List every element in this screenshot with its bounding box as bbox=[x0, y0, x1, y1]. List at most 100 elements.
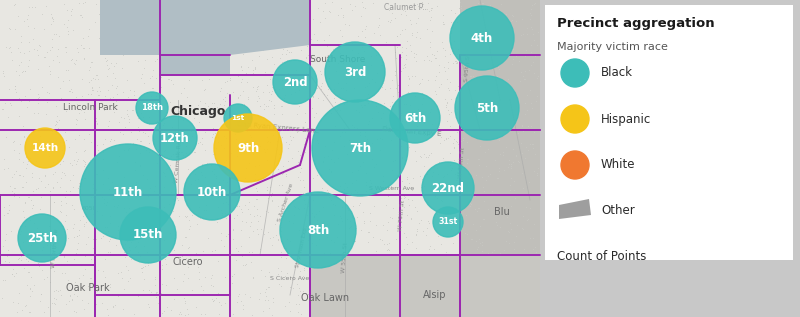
Point bbox=[254, 103, 266, 108]
Point bbox=[59, 138, 72, 143]
Point bbox=[495, 38, 508, 43]
Point bbox=[211, 140, 224, 145]
Circle shape bbox=[214, 114, 282, 182]
Point bbox=[75, 12, 88, 17]
Point bbox=[331, 12, 344, 17]
Point bbox=[410, 35, 422, 40]
Point bbox=[260, 103, 273, 108]
Point bbox=[346, 214, 358, 219]
Point bbox=[336, 101, 349, 106]
Point bbox=[328, 270, 341, 275]
Point bbox=[312, 208, 325, 213]
Point bbox=[529, 300, 542, 305]
Point bbox=[493, 101, 506, 107]
Point bbox=[131, 222, 144, 227]
Point bbox=[336, 129, 349, 134]
Point bbox=[33, 95, 46, 100]
Point bbox=[383, 86, 396, 91]
Point bbox=[299, 223, 312, 229]
Point bbox=[38, 27, 50, 32]
Point bbox=[394, 31, 406, 36]
Point bbox=[474, 143, 487, 148]
Point bbox=[243, 107, 256, 112]
Point bbox=[402, 82, 414, 87]
Point bbox=[163, 15, 176, 20]
Point bbox=[174, 101, 186, 106]
Point bbox=[166, 178, 179, 184]
Point bbox=[143, 75, 156, 81]
Point bbox=[210, 176, 222, 181]
Point bbox=[59, 44, 72, 49]
Point bbox=[158, 170, 170, 175]
Point bbox=[302, 52, 315, 57]
Point bbox=[104, 281, 117, 287]
Point bbox=[165, 54, 178, 59]
Point bbox=[418, 133, 430, 138]
Point bbox=[279, 255, 292, 260]
Point bbox=[25, 275, 38, 280]
Point bbox=[149, 98, 162, 103]
Point bbox=[282, 70, 294, 75]
Point bbox=[281, 78, 294, 83]
Point bbox=[178, 312, 191, 317]
Circle shape bbox=[280, 192, 356, 268]
Point bbox=[112, 203, 125, 208]
Point bbox=[389, 1, 402, 6]
Point bbox=[453, 27, 466, 32]
Point bbox=[288, 212, 301, 217]
Point bbox=[89, 188, 102, 193]
Point bbox=[22, 57, 35, 62]
Point bbox=[480, 131, 493, 136]
Point bbox=[194, 58, 207, 63]
Text: 10th: 10th bbox=[197, 185, 227, 198]
Point bbox=[141, 176, 154, 181]
Point bbox=[370, 162, 382, 167]
Point bbox=[330, 288, 342, 294]
Point bbox=[22, 23, 34, 28]
Point bbox=[90, 73, 103, 78]
Point bbox=[380, 40, 393, 45]
Point bbox=[390, 294, 403, 300]
Point bbox=[292, 206, 305, 211]
Point bbox=[312, 268, 325, 273]
Point bbox=[290, 21, 303, 26]
Point bbox=[242, 36, 255, 42]
Point bbox=[125, 238, 138, 243]
Point bbox=[518, 246, 530, 251]
Point bbox=[431, 3, 444, 8]
Point bbox=[431, 195, 444, 200]
Text: Lincoln Park: Lincoln Park bbox=[62, 103, 118, 113]
Point bbox=[9, 83, 22, 88]
Point bbox=[0, 100, 11, 106]
Point bbox=[397, 192, 410, 197]
Point bbox=[476, 243, 489, 248]
Point bbox=[49, 297, 62, 302]
Point bbox=[488, 304, 501, 309]
Point bbox=[20, 154, 33, 159]
Point bbox=[452, 274, 465, 279]
Point bbox=[72, 50, 85, 55]
Point bbox=[96, 2, 109, 7]
Point bbox=[4, 228, 17, 233]
Point bbox=[218, 99, 231, 104]
Point bbox=[47, 32, 60, 37]
Point bbox=[178, 298, 191, 303]
Point bbox=[117, 9, 130, 14]
Point bbox=[110, 60, 122, 65]
Point bbox=[87, 245, 100, 250]
Point bbox=[121, 78, 134, 83]
Point bbox=[5, 57, 18, 62]
Point bbox=[217, 145, 230, 150]
Point bbox=[128, 210, 141, 215]
Point bbox=[26, 205, 38, 210]
Point bbox=[32, 185, 45, 190]
Point bbox=[254, 4, 267, 9]
Point bbox=[313, 277, 326, 282]
Point bbox=[43, 279, 56, 284]
Point bbox=[246, 85, 259, 90]
Point bbox=[402, 73, 414, 78]
Point bbox=[220, 20, 233, 25]
Point bbox=[18, 223, 31, 228]
Point bbox=[222, 207, 235, 212]
Point bbox=[346, 40, 358, 45]
